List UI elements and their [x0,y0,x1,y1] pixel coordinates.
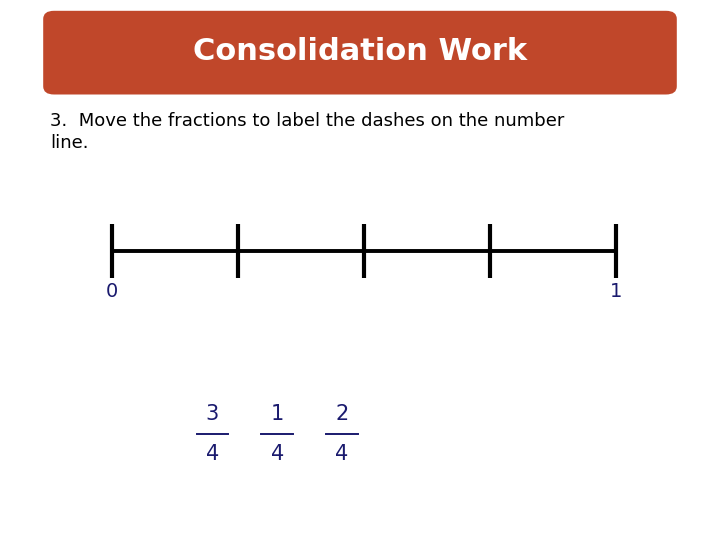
Text: 3.  Move the fractions to label the dashes on the number: 3. Move the fractions to label the dashe… [50,112,564,131]
Text: 4: 4 [206,443,219,464]
FancyBboxPatch shape [43,11,677,94]
Text: 2: 2 [336,404,348,424]
Text: 3: 3 [206,404,219,424]
Text: line.: line. [50,134,89,152]
Text: 4: 4 [336,443,348,464]
Text: 4: 4 [271,443,284,464]
Text: Consolidation Work: Consolidation Work [193,37,527,66]
Text: 1: 1 [609,282,622,301]
Text: 1: 1 [271,404,284,424]
Text: 0: 0 [105,282,118,301]
